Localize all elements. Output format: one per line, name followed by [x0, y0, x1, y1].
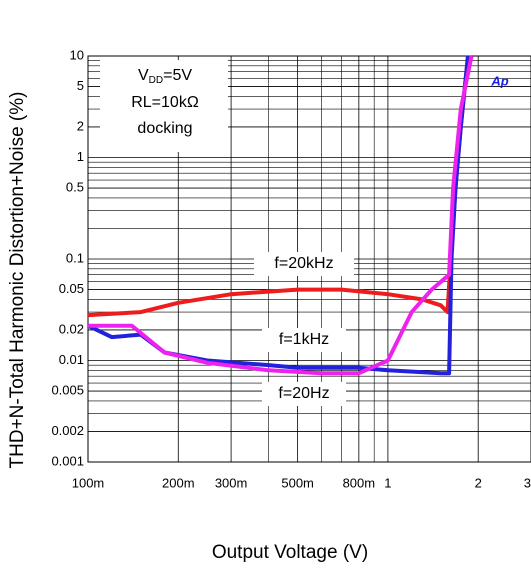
condition-mode: docking: [137, 120, 192, 137]
y-tick-label: 0.002: [51, 423, 84, 438]
y-tick-label: 0.005: [51, 382, 84, 397]
condition-rl: RL=10kΩ: [131, 94, 199, 111]
y-tick-label: 0.5: [66, 179, 84, 194]
x-tick-label: 200m: [162, 475, 195, 490]
y-tick-label: 0.02: [59, 321, 84, 336]
label-box: [262, 328, 346, 352]
vdd: =5V: [163, 67, 192, 84]
x-tick-label: 800m: [343, 475, 376, 490]
x-tick-label: 300m: [215, 475, 248, 490]
x-tick-label: 2: [475, 475, 482, 490]
lines: [87, 55, 474, 376]
x-tick-label: 1: [384, 475, 391, 490]
y-tick-label: 0.05: [59, 281, 84, 296]
label-box: [254, 252, 354, 276]
x-tick-label: 100m: [72, 475, 105, 490]
x-axis-title: Output Voltage (V): [212, 542, 368, 563]
y-axis-title: THD+N-Total Harmonic Distortion+Noise (%…: [7, 92, 28, 469]
y-tick-label: 0.1: [66, 250, 84, 265]
series-label: f=20kHz: [274, 255, 333, 272]
y-tick-label: 5: [77, 78, 84, 93]
label-box: [262, 382, 346, 406]
series-line: [88, 55, 474, 376]
logo: Ap: [490, 73, 508, 88]
condition-vdd: VDD=5V: [138, 67, 192, 85]
y-tick-label: 0.001: [51, 453, 84, 468]
series-label: f=20Hz: [278, 385, 329, 402]
conditions-box: [100, 60, 228, 152]
x-tick-label: 500m: [281, 475, 314, 490]
y-tick-label: 2: [77, 118, 84, 133]
v: V: [138, 67, 149, 84]
sub: DD: [149, 75, 163, 86]
series-label: f=1kHz: [279, 331, 329, 348]
y-tick-label: 10: [70, 47, 84, 62]
y-tick-label: 1: [77, 149, 84, 164]
x-tick-label: 3: [524, 475, 531, 490]
y-tick-label: 0.01: [59, 352, 84, 367]
